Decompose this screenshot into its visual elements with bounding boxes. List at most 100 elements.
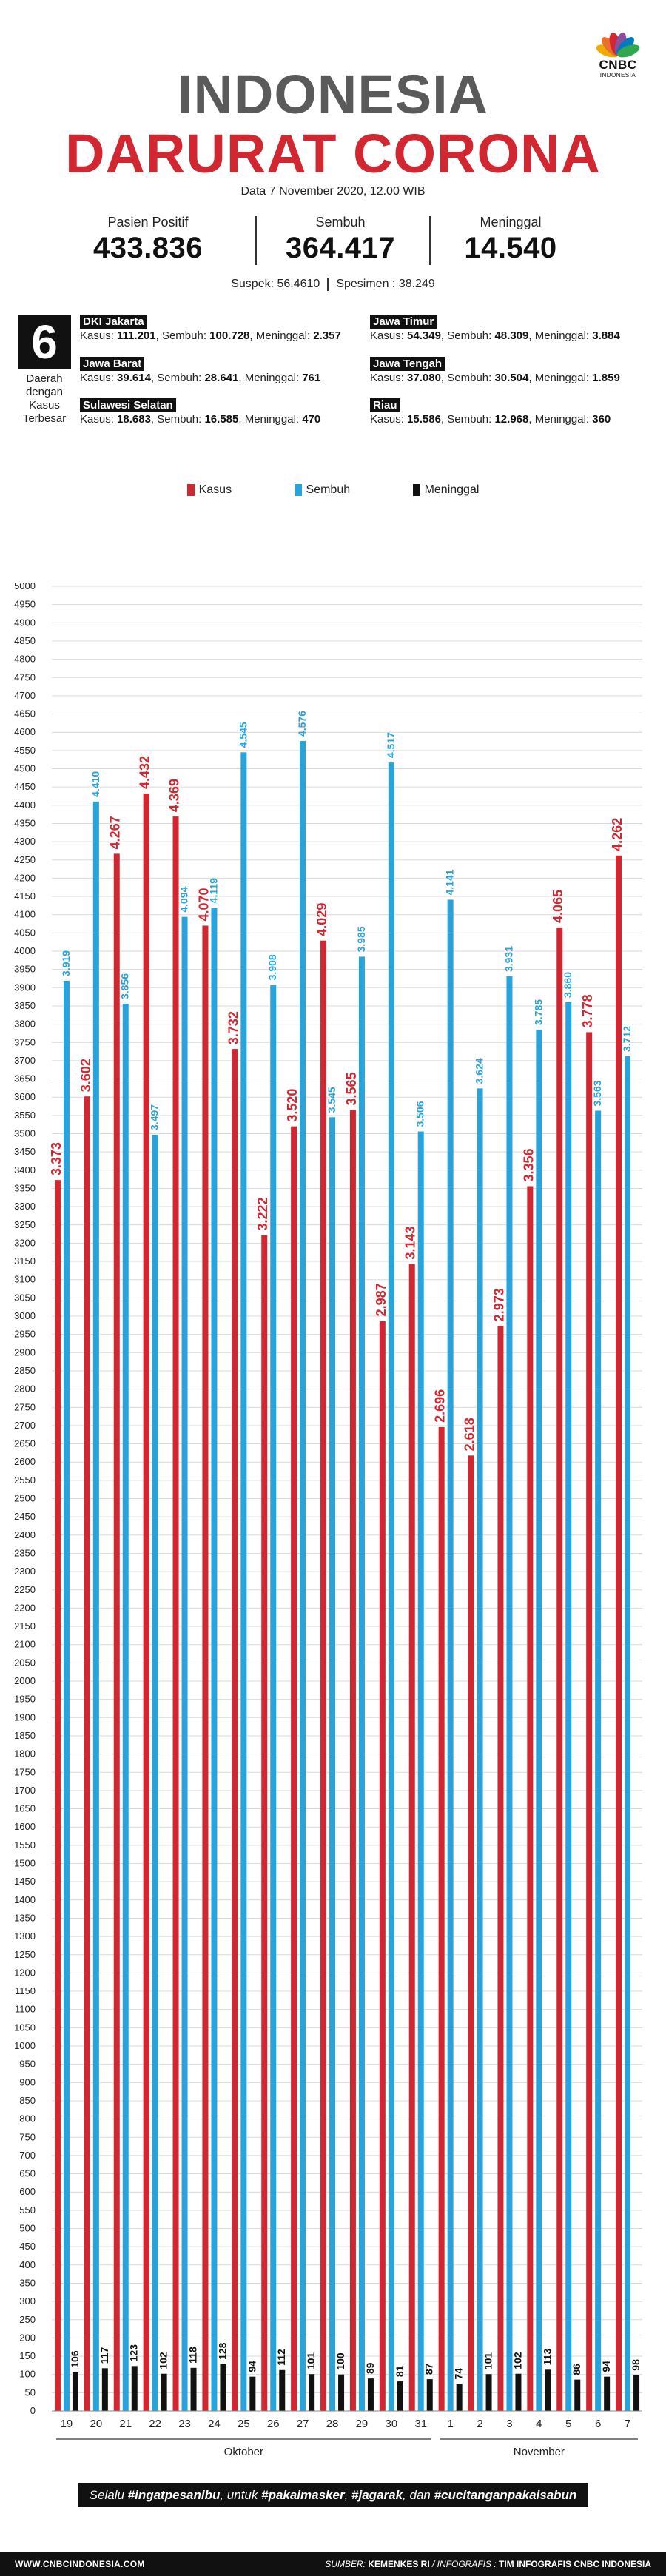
y-tick-label: 3100 [14, 1274, 36, 1285]
y-tick-label: 2750 [14, 1401, 36, 1412]
stat-value: 433.836 [92, 232, 204, 264]
bar-kasus [291, 1126, 297, 2411]
bar-sembuh [447, 899, 454, 2411]
data-label-kasus: 4.267 [108, 816, 123, 849]
y-tick-label: 2650 [14, 1438, 36, 1449]
footer-source: SUMBER: KEMENKES RI / INFOGRAFIS : TIM I… [325, 2552, 651, 2576]
legend-label: Meninggal [424, 483, 480, 496]
stat-value: 364.417 [285, 232, 396, 264]
data-label-kasus: 4.065 [551, 890, 565, 923]
bar-sembuh [358, 956, 365, 2411]
y-tick-label: 3950 [14, 964, 36, 975]
y-tick-label: 850 [19, 2095, 36, 2106]
region-label-line: dengan [25, 386, 64, 398]
y-tick-label: 400 [19, 2259, 36, 2270]
y-tick-label: 3800 [14, 1019, 36, 1030]
daily-bar-chart: 0 50 100 150 200 250 300 350 400 450 500 550 600 650 7… [14, 580, 642, 2458]
stat-label: Sembuh [315, 215, 366, 229]
data-label-kasus: 4.262 [610, 818, 625, 851]
y-tick-label: 4850 [14, 635, 36, 646]
data-label-meninggal: 106 [69, 2350, 81, 2368]
y-tick-label: 4300 [14, 836, 36, 847]
stat-label: Meninggal [480, 215, 542, 229]
footer-banner: Selalu #ingatpesanibu, untuk #pakaimaske… [78, 2483, 588, 2507]
y-tick-label: 1550 [14, 1839, 36, 1851]
bar-sembuh [565, 1002, 572, 2411]
x-tick-label: 22 [149, 2418, 161, 2430]
bar-kasus [232, 1049, 238, 2411]
data-label-meninggal: 86 [571, 2364, 582, 2375]
infografis-name: TIM INFOGRAFIS CNBC INDONESIA [499, 2559, 651, 2569]
x-tick-label: 2 [477, 2418, 482, 2430]
banner-text: Selalu [89, 2488, 128, 2502]
y-tick-label: 3400 [14, 1164, 36, 1175]
bar-sembuh [625, 1056, 631, 2411]
bar-kasus [379, 1321, 386, 2411]
y-tick-label: 250 [19, 2314, 36, 2325]
region-name: Jawa Timur [370, 315, 437, 329]
bar-sembuh [506, 976, 513, 2411]
y-tick-label: 350 [19, 2277, 36, 2288]
y-tick-label: 300 [19, 2295, 36, 2307]
x-tick-label: 3 [506, 2418, 512, 2430]
data-label-meninggal: 102 [158, 2352, 169, 2369]
y-tick-label: 4800 [14, 654, 36, 665]
y-tick-label: 3550 [14, 1110, 36, 1121]
y-tick-label: 2350 [14, 1547, 36, 1558]
y-tick-label: 2450 [14, 1511, 36, 1522]
bar-meninggal [485, 2374, 492, 2411]
region-name: Sulawesi Selatan [80, 398, 176, 412]
bar-sembuh [595, 1110, 602, 2411]
banner-text: , dan [403, 2488, 434, 2502]
bar-meninggal [72, 2372, 78, 2411]
y-tick-label: 100 [19, 2369, 36, 2380]
bar-sembuh [477, 1088, 483, 2411]
data-label-kasus: 4.029 [314, 903, 329, 936]
y-tick-label: 4500 [14, 763, 36, 774]
bar-meninggal [397, 2381, 403, 2411]
y-tick-label: 4100 [14, 909, 36, 920]
bar-sembuh [417, 1131, 424, 2411]
y-tick-label: 950 [19, 2059, 36, 2070]
data-label-meninggal: 102 [511, 2352, 523, 2369]
data-label-kasus: 2.987 [374, 1283, 388, 1316]
y-tick-label: 3750 [14, 1036, 36, 1047]
legend-label: Sembuh [306, 483, 351, 496]
y-tick-label: 2100 [14, 1639, 36, 1650]
data-label-kasus: 3.143 [403, 1226, 418, 1259]
bar-meninggal [309, 2374, 315, 2411]
y-tick-label: 450 [19, 2241, 36, 2252]
data-label-sembuh: 3.506 [414, 1101, 426, 1127]
y-tick-label: 4550 [14, 745, 36, 756]
region-count-label: Daerah dengan Kasus Terbesar [7, 372, 81, 426]
footer-website[interactable]: WWW.CNBCINDONESIA.COM [15, 2559, 145, 2569]
data-label-sembuh: 3.860 [562, 972, 574, 998]
source-prefix: SUMBER: [325, 2559, 369, 2569]
region-name: Riau [370, 398, 400, 412]
x-tick-label: 23 [178, 2418, 191, 2430]
region-riau: Riau Kasus: 15.586, Sembuh: 12.968, Menin… [370, 398, 666, 426]
y-tick-label: 1150 [15, 1985, 36, 1996]
x-tick-label: 21 [119, 2418, 132, 2430]
y-tick-label: 1800 [14, 1748, 36, 1760]
bar-meninggal [249, 2376, 256, 2411]
stat-divider [255, 216, 257, 265]
y-tick-label: 4650 [14, 708, 36, 720]
bar-sembuh [388, 762, 394, 2411]
data-label-kasus: 4.432 [138, 756, 152, 789]
data-label-meninggal: 98 [630, 2359, 642, 2371]
y-tick-label: 1100 [15, 2004, 36, 2015]
data-label-meninggal: 101 [482, 2352, 494, 2370]
y-tick-label: 2700 [14, 1420, 36, 1431]
bar-meninggal [367, 2378, 374, 2411]
y-tick-label: 500 [19, 2223, 36, 2234]
x-tick-label: 19 [61, 2418, 73, 2430]
y-tick-label: 150 [19, 2350, 36, 2361]
data-label-kasus: 3.373 [49, 1142, 64, 1175]
bar-meninggal [131, 2366, 138, 2411]
region-label-line: Kasus [29, 399, 60, 412]
bar-kasus [349, 1110, 356, 2411]
x-tick-label: 6 [595, 2418, 601, 2430]
y-tick-label: 1300 [14, 1931, 36, 1942]
bar-kasus [320, 940, 327, 2411]
